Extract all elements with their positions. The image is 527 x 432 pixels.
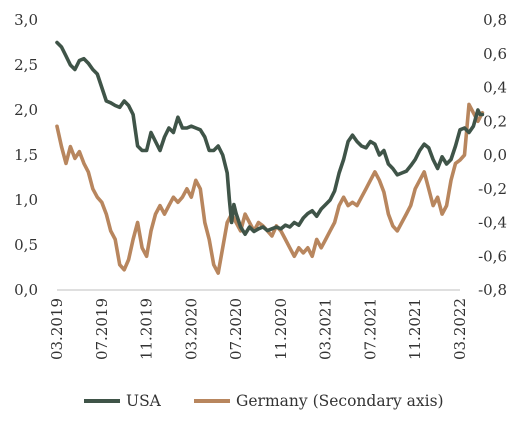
left-tick-label: 1,0 <box>14 191 38 209</box>
x-tick-label: 07.2020 <box>227 298 245 360</box>
left-tick-label: 3,0 <box>14 11 38 29</box>
series-line-germany <box>55 102 485 275</box>
x-tick-label: 03.2019 <box>48 298 66 360</box>
left-tick-label: 0,0 <box>14 281 38 299</box>
left-tick-label: 2,0 <box>14 101 38 119</box>
right-tick-label: 0,6 <box>483 45 507 63</box>
x-tick-label: 11.2021 <box>406 298 424 360</box>
x-tick-label: 03.2020 <box>182 298 200 360</box>
x-axis-ticks: 03.2019 07.2019 11.2019 03.2020 07.2020 11.20… <box>48 298 469 360</box>
left-tick-label: 0,5 <box>14 236 38 254</box>
series-layer <box>55 40 485 275</box>
x-tick-label: 03.2021 <box>317 298 335 360</box>
right-tick-label: -0,6 <box>478 247 507 265</box>
legend: USA Germany (Secondary axis) <box>84 392 444 410</box>
plot-area <box>55 40 485 291</box>
x-tick-label: 11.2020 <box>272 298 290 360</box>
right-tick-label: 0,4 <box>483 79 507 97</box>
right-tick-label: -0,4 <box>478 214 507 232</box>
right-axis-ticks: -0,8 -0,6 -0,4 -0,2 0,0 0,2 0,4 0,6 0,8 <box>478 11 507 299</box>
right-tick-label: 0,2 <box>483 112 507 130</box>
x-tick-label: 07.2021 <box>361 298 379 360</box>
series-line-usa <box>55 40 485 236</box>
x-tick-label: 03.2022 <box>451 298 469 360</box>
legend-label-usa: USA <box>126 392 162 410</box>
x-tick-label: 11.2019 <box>138 298 156 360</box>
right-tick-label: 0,0 <box>483 146 507 164</box>
left-tick-label: 1,5 <box>14 146 38 164</box>
right-tick-label: -0,2 <box>478 180 507 198</box>
right-tick-label: 0,8 <box>483 11 507 29</box>
right-tick-label: -0,8 <box>478 281 507 299</box>
left-tick-label: 2,5 <box>14 56 38 74</box>
x-tick-label: 07.2019 <box>93 298 111 360</box>
legend-label-germany: Germany (Secondary axis) <box>236 392 444 410</box>
left-axis-ticks: 0,0 0,5 1,0 1,5 2,0 2,5 3,0 <box>14 11 38 299</box>
